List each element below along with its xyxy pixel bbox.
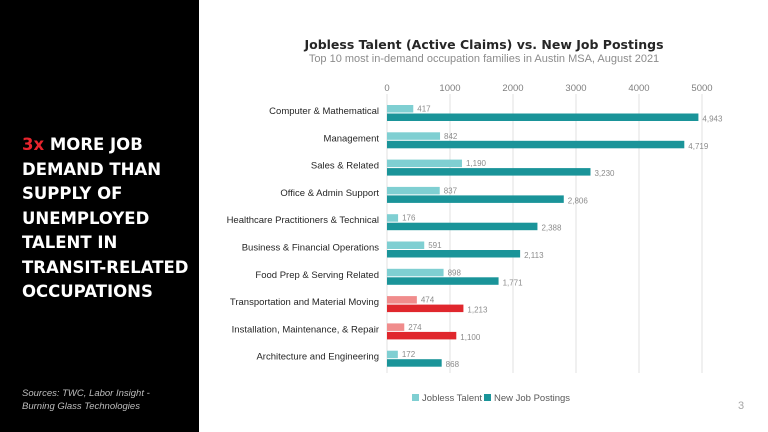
page-number: 3 xyxy=(738,400,745,412)
sources-note: Sources: TWC, Labor Insight - Burning Gl… xyxy=(22,388,192,413)
bar-new-job-postings xyxy=(387,222,538,231)
data-label-jobless: 176 xyxy=(402,214,416,223)
data-label-jobless: 417 xyxy=(417,105,431,114)
sources-line-1: Sources: TWC, Labor Insight - xyxy=(22,388,150,399)
x-tick-label: 5000 xyxy=(691,83,712,94)
headline-text: MORE JOB DEMAND THAN SUPPLY OF UNEMPLOYE… xyxy=(22,135,189,301)
bar-jobless-talent xyxy=(387,214,399,222)
bar-new-job-postings xyxy=(387,359,442,367)
headline-accent: 3x xyxy=(22,135,45,154)
data-label-postings: 1,100 xyxy=(460,333,481,342)
category-label: Transportation and Material Moving xyxy=(230,297,379,308)
bar-new-job-postings xyxy=(387,250,521,258)
headline: 3x MORE JOB DEMAND THAN SUPPLY OF UNEMPL… xyxy=(22,133,197,305)
category-label: Installation, Maintenance, & Repair xyxy=(232,324,379,335)
bar-new-job-postings xyxy=(387,304,464,313)
category-label: Management xyxy=(324,133,380,144)
data-label-postings: 1,213 xyxy=(467,306,488,315)
bar-jobless-talent xyxy=(387,105,414,113)
data-label-postings: 2,113 xyxy=(524,251,544,260)
category-label: Business & Financial Operations xyxy=(242,243,380,254)
legend-label-postings: New Job Postings xyxy=(494,393,570,404)
bar-jobless-talent xyxy=(387,323,405,331)
sources-line-2: Burning Glass Technologies xyxy=(22,400,140,412)
bar-new-job-postings xyxy=(387,277,499,285)
bar-jobless-talent xyxy=(387,350,398,359)
data-label-jobless: 474 xyxy=(421,296,435,305)
bar-new-job-postings xyxy=(387,168,591,176)
bar-jobless-talent xyxy=(387,159,462,168)
data-label-jobless: 274 xyxy=(408,323,422,332)
bar-new-job-postings xyxy=(387,331,457,340)
x-tick-label: 1000 xyxy=(439,83,460,94)
legend-swatch-jobless xyxy=(412,394,419,401)
chart-subtitle: Top 10 most in-demand occupation familie… xyxy=(308,53,660,65)
data-label-jobless: 837 xyxy=(444,186,458,195)
legend-label-jobless: Jobless Talent xyxy=(422,393,482,404)
category-label: Food Prep & Serving Related xyxy=(255,270,379,281)
category-label: Sales & Related xyxy=(311,161,379,172)
category-label: Healthcare Practitioners & Technical xyxy=(227,215,379,226)
data-label-postings: 3,230 xyxy=(594,169,615,178)
data-label-jobless: 591 xyxy=(428,241,442,250)
data-label-jobless: 172 xyxy=(402,350,416,359)
x-tick-label: 4000 xyxy=(628,83,649,94)
data-label-jobless: 1,190 xyxy=(466,159,487,168)
category-label: Computer & Mathematical xyxy=(269,106,379,117)
x-tick-label: 3000 xyxy=(565,83,586,94)
left-panel: 3x MORE JOB DEMAND THAN SUPPLY OF UNEMPL… xyxy=(0,0,199,432)
bar-new-job-postings xyxy=(387,113,699,121)
data-label-postings: 2,806 xyxy=(568,196,589,205)
bar-jobless-talent xyxy=(387,186,440,195)
data-label-postings: 2,388 xyxy=(541,224,562,233)
bar-chart: 0 1000 2000 3000 4000 5000 Computer & Mathemat… xyxy=(227,83,723,404)
x-tick-label: 2000 xyxy=(502,83,523,94)
bar-jobless-talent xyxy=(387,268,444,277)
data-label-jobless: 898 xyxy=(448,268,462,277)
data-label-jobless: 842 xyxy=(444,132,458,141)
category-label: Architecture and Engineering xyxy=(256,352,379,363)
legend-swatch-postings xyxy=(484,394,491,401)
bar-jobless-talent xyxy=(387,241,425,249)
category-label: Office & Admin Support xyxy=(280,188,379,199)
bar-new-job-postings xyxy=(387,140,685,149)
bar-jobless-talent xyxy=(387,132,441,140)
bar-new-job-postings xyxy=(387,195,564,203)
data-label-postings: 1,771 xyxy=(503,278,524,287)
x-tick-label: 0 xyxy=(384,83,389,94)
data-label-postings: 4,719 xyxy=(688,142,709,151)
data-label-postings: 4,943 xyxy=(702,115,723,124)
chart-title: Jobless Talent (Active Claims) vs. New J… xyxy=(304,37,664,52)
data-label-postings: 868 xyxy=(446,360,460,369)
bar-jobless-talent xyxy=(387,296,417,304)
